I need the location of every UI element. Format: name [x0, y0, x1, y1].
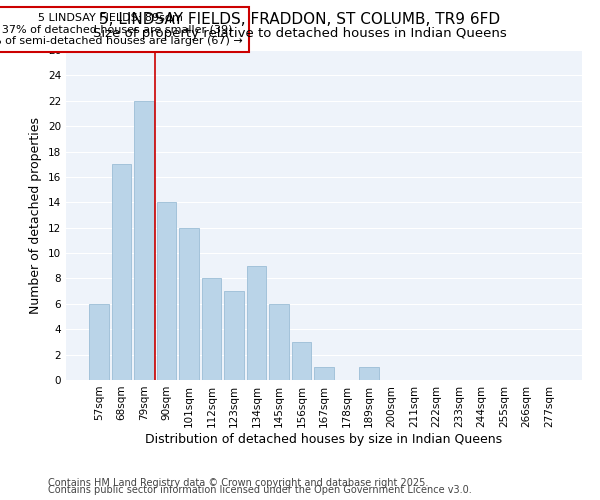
Text: Contains HM Land Registry data © Crown copyright and database right 2025.: Contains HM Land Registry data © Crown c…	[48, 478, 428, 488]
Bar	[202, 278, 221, 380]
Bar	[157, 202, 176, 380]
Bar	[224, 291, 244, 380]
Bar	[359, 368, 379, 380]
Y-axis label: Number of detached properties: Number of detached properties	[29, 116, 43, 314]
Bar	[247, 266, 266, 380]
Bar	[112, 164, 131, 380]
Text: Contains public sector information licensed under the Open Government Licence v3: Contains public sector information licen…	[48, 485, 472, 495]
Text: Size of property relative to detached houses in Indian Queens: Size of property relative to detached ho…	[93, 28, 507, 40]
Text: 5, LINDSAY FIELDS, FRADDON, ST COLUMB, TR9 6FD: 5, LINDSAY FIELDS, FRADDON, ST COLUMB, T…	[100, 12, 500, 28]
Bar	[269, 304, 289, 380]
Bar	[179, 228, 199, 380]
Bar	[134, 101, 154, 380]
Bar	[314, 368, 334, 380]
X-axis label: Distribution of detached houses by size in Indian Queens: Distribution of detached houses by size …	[145, 432, 503, 446]
Bar	[292, 342, 311, 380]
Bar	[89, 304, 109, 380]
Text: 5 LINDSAY FIELDS: 89sqm
← 37% of detached houses are smaller (39)
63% of semi-de: 5 LINDSAY FIELDS: 89sqm ← 37% of detache…	[0, 13, 243, 46]
